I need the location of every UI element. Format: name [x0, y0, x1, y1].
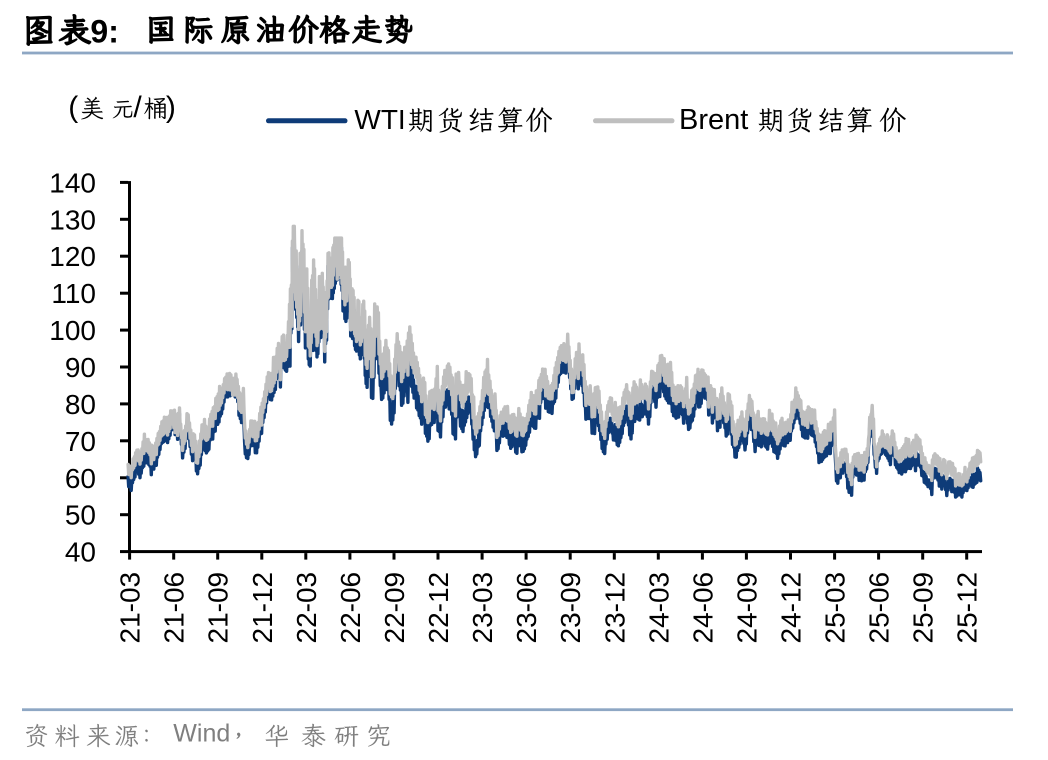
svg-text:25-06: 25-06 [864, 572, 895, 644]
svg-text:22-12: 22-12 [423, 572, 454, 644]
svg-text:70: 70 [65, 426, 96, 457]
svg-text:21-12: 21-12 [247, 572, 278, 644]
svg-text:): ) [166, 91, 176, 124]
svg-text:60: 60 [65, 463, 96, 494]
svg-text:110: 110 [51, 278, 96, 309]
svg-text:22-03: 22-03 [291, 572, 322, 644]
svg-text:23-06: 23-06 [511, 572, 542, 644]
svg-text:24-09: 24-09 [731, 572, 762, 644]
svg-text:40: 40 [65, 537, 96, 568]
svg-text:22-06: 22-06 [335, 572, 366, 644]
svg-text:24-12: 24-12 [776, 572, 807, 644]
svg-text:9:: 9: [90, 14, 118, 50]
svg-text:21-06: 21-06 [159, 572, 190, 644]
svg-text:50: 50 [65, 500, 96, 531]
svg-text:24-03: 24-03 [643, 572, 674, 644]
svg-text:90: 90 [65, 352, 96, 383]
svg-text:(: ( [68, 91, 78, 124]
svg-text:25-09: 25-09 [908, 572, 939, 644]
svg-text:130: 130 [49, 204, 96, 235]
svg-text:23-12: 23-12 [599, 572, 630, 644]
svg-text:22-09: 22-09 [379, 572, 410, 644]
svg-text:23-03: 23-03 [467, 572, 498, 644]
svg-text:120: 120 [49, 241, 96, 272]
svg-text:Wind: Wind [173, 719, 230, 747]
svg-text:21-09: 21-09 [203, 572, 234, 644]
svg-text:Brent: Brent [679, 104, 748, 136]
svg-text:100: 100 [49, 315, 96, 346]
svg-text:23-09: 23-09 [555, 572, 586, 644]
svg-text:24-06: 24-06 [687, 572, 718, 644]
svg-text:25-12: 25-12 [952, 572, 983, 644]
svg-text:WTI: WTI [354, 104, 405, 135]
svg-text:21-03: 21-03 [115, 572, 146, 644]
svg-text:140: 140 [49, 167, 96, 198]
svg-text:/: / [133, 91, 142, 124]
svg-text:80: 80 [65, 389, 96, 420]
svg-text:25-03: 25-03 [820, 572, 851, 644]
